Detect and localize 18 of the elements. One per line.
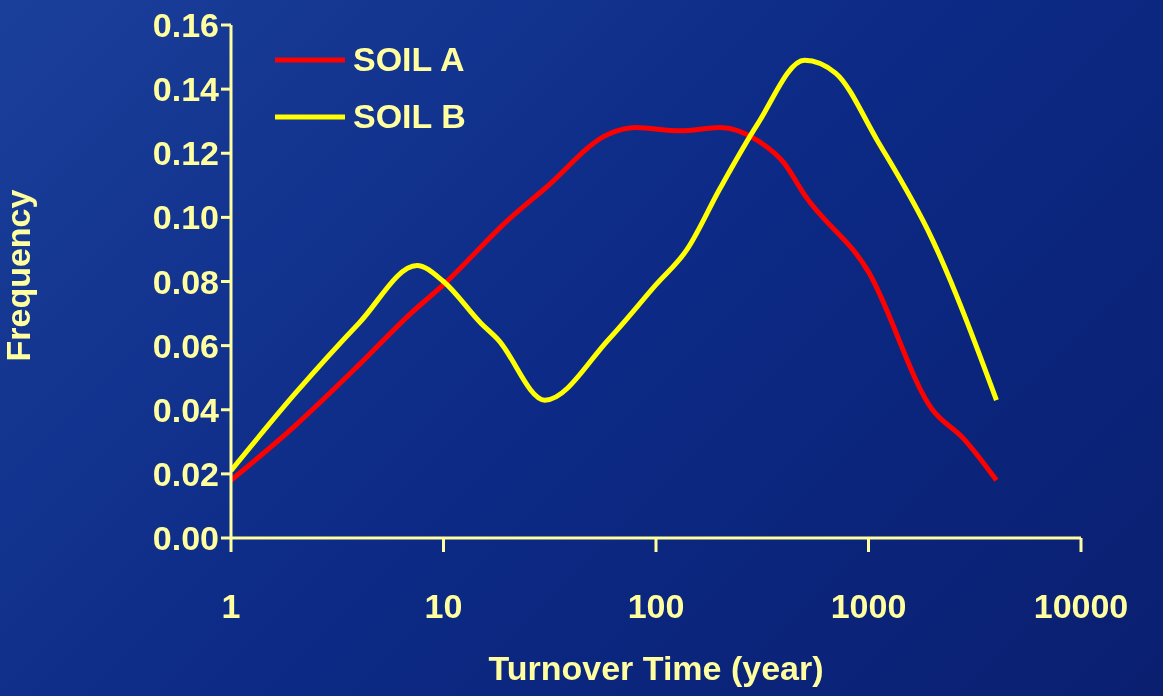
y-axis-title: Frequency (0, 189, 38, 362)
y-tick-label: 0.14 (152, 70, 220, 109)
y-tick-label: 0.04 (152, 390, 220, 429)
x-axis-title: Turnover Time (year) (488, 649, 824, 687)
x-tick-label: 1000 (830, 587, 907, 626)
x-tick-label: 1 (221, 587, 241, 626)
y-tick-label: 0.10 (152, 198, 219, 237)
y-tick-label: 0.02 (152, 454, 219, 493)
x-tick-label: 100 (627, 587, 685, 626)
legend-label: SOIL B (353, 97, 466, 136)
x-tick-label: 10000 (1033, 587, 1129, 626)
y-tick-label: 0.12 (152, 134, 219, 173)
y-tick-label: 0.00 (152, 519, 219, 558)
y-tick-label: 0.08 (152, 262, 219, 301)
legend-label: SOIL A (353, 40, 465, 79)
y-tick-label: 0.16 (152, 6, 219, 45)
y-tick-label: 0.06 (152, 326, 219, 365)
x-tick-label: 10 (424, 587, 463, 626)
